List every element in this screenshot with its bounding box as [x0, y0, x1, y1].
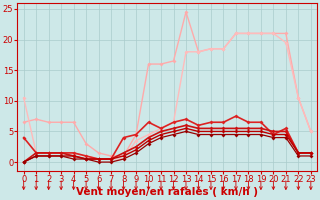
X-axis label: Vent moyen/en rafales ( km/h ): Vent moyen/en rafales ( km/h ): [76, 187, 258, 197]
